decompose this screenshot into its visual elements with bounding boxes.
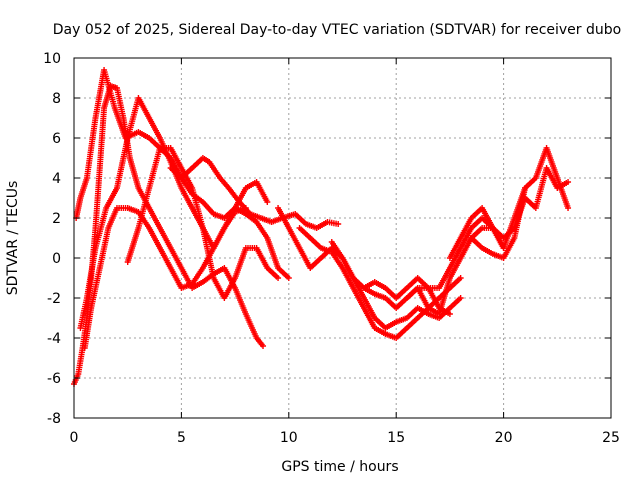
y-tick-label: -2 [47, 291, 61, 307]
data-point [285, 275, 292, 281]
data-point [457, 275, 464, 281]
data-point [335, 221, 342, 227]
data-series [167, 155, 342, 231]
data-point [565, 205, 572, 211]
y-tick-label: 10 [43, 51, 61, 67]
y-tick-label: -4 [47, 331, 61, 347]
x-axis-label: GPS time / hours [281, 459, 398, 475]
y-tick-label: 2 [52, 211, 61, 227]
y-tick-label: -8 [47, 411, 61, 427]
data-point [565, 179, 572, 185]
x-tick-label: 15 [387, 430, 405, 446]
data-series [124, 145, 282, 301]
data-series [328, 239, 464, 331]
y-axis-label: SDTVAR / TECUs [5, 181, 21, 296]
tick-layer: 0 5 10 15 20 25 -8 -6 -4 -2 0 2 4 6 8 10 [43, 51, 620, 446]
data-layer [71, 67, 572, 387]
x-tick-label: 25 [602, 430, 620, 446]
y-tick-label: -6 [47, 371, 61, 387]
plot-frame [73, 57, 612, 419]
x-tick-label: 5 [177, 430, 186, 446]
y-tick-label: 0 [52, 251, 61, 267]
data-series [468, 145, 572, 251]
data-point [260, 343, 267, 349]
data-point [457, 295, 464, 301]
x-tick-label: 20 [495, 430, 513, 446]
y-tick-label: 4 [52, 171, 61, 187]
data-series [81, 205, 249, 351]
x-tick-label: 0 [70, 430, 79, 446]
x-tick-label: 10 [280, 430, 298, 446]
chart-title: Day 052 of 2025, Sidereal Day-to-day VTE… [53, 22, 621, 38]
data-point [446, 311, 453, 317]
y-tick-label: 6 [52, 131, 61, 147]
y-tick-label: 8 [52, 91, 61, 107]
data-point [264, 199, 271, 205]
data-point [275, 275, 282, 281]
